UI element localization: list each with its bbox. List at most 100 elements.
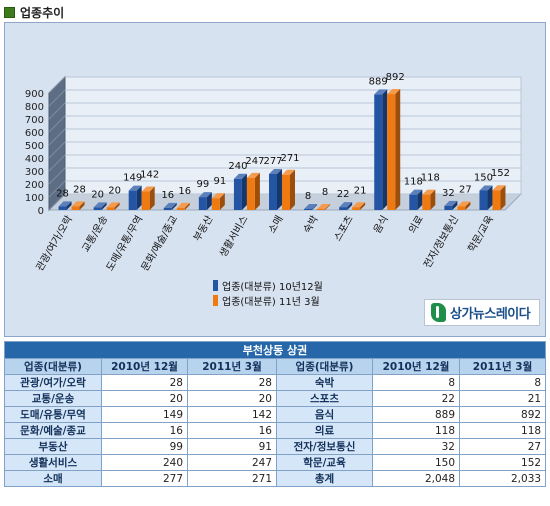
bar-series2-side bbox=[79, 201, 85, 210]
data-label-series1: 889 bbox=[369, 76, 388, 87]
table-row: 부동산 99 91 전자/정보통신 32 27 bbox=[4, 438, 547, 455]
bar-series2-top bbox=[141, 186, 155, 192]
value-cell: 271 bbox=[187, 470, 277, 487]
data-label-series1: 8 bbox=[305, 191, 311, 202]
category-cell: 숙박 bbox=[276, 374, 373, 391]
category-cell: 소매 bbox=[4, 470, 102, 487]
bar-series1-side bbox=[66, 201, 72, 210]
value-cell: 118 bbox=[372, 422, 460, 439]
value-cell: 99 bbox=[101, 438, 188, 455]
data-label-series2: 271 bbox=[280, 153, 299, 164]
bar-series1-top bbox=[444, 200, 458, 206]
legend-swatch-2 bbox=[213, 295, 218, 306]
bar-series2-side bbox=[114, 202, 120, 210]
bar-series2-side bbox=[290, 169, 295, 210]
bar-series1-top bbox=[479, 185, 493, 191]
data-label-series1: 28 bbox=[56, 188, 69, 199]
data-label-series1: 20 bbox=[91, 189, 104, 200]
data-label-series2: 118 bbox=[421, 173, 440, 184]
bar-series2-side bbox=[254, 172, 260, 210]
gridline-side bbox=[48, 193, 66, 211]
data-label-series2: 152 bbox=[491, 168, 510, 179]
category-cell: 부동산 bbox=[4, 438, 102, 455]
bar-series2-side bbox=[360, 202, 366, 210]
bar-series1 bbox=[233, 178, 242, 210]
value-cell: 21 bbox=[458, 390, 547, 407]
x-category-label: 음식 bbox=[371, 214, 391, 236]
bar-series2-side bbox=[500, 185, 506, 210]
bar-series2-top bbox=[352, 202, 366, 208]
bar-series1-side bbox=[136, 185, 142, 210]
value-cell: 16 bbox=[101, 422, 188, 439]
gridline-side bbox=[48, 154, 66, 172]
x-category-label: 소매 bbox=[266, 214, 286, 236]
legend-label-2: 업종(대분류) 11년 3월 bbox=[222, 297, 320, 308]
data-label-series1: 16 bbox=[161, 190, 174, 201]
data-label-series2: 28 bbox=[73, 184, 86, 195]
bar-chart: 900 800 700 600 500 400 300 200 100 0 28 28 관광/여가/오락… bbox=[25, 72, 523, 274]
bar-series1-side bbox=[101, 202, 107, 210]
category-cell: 학문/교육 bbox=[276, 454, 373, 471]
category-cell: 총계 bbox=[276, 470, 373, 487]
value-cell: 28 bbox=[101, 374, 188, 391]
data-label-series2: 20 bbox=[108, 185, 121, 196]
y-tick-label: 0 bbox=[38, 206, 44, 217]
bar-series1-top bbox=[198, 192, 212, 198]
bar-series2-side bbox=[325, 203, 331, 210]
bar-series2-side bbox=[184, 202, 190, 210]
value-cell: 16 bbox=[187, 422, 277, 439]
bar-series1-top bbox=[128, 185, 142, 191]
bar-series2 bbox=[457, 206, 466, 210]
header-dec2010-left: 2010년 12월 bbox=[101, 358, 188, 375]
table-row: 도매/유통/무역 149 142 음식 889 892 bbox=[4, 406, 547, 423]
bar-series1 bbox=[128, 190, 137, 210]
data-label-series1: 118 bbox=[404, 177, 423, 188]
category-cell: 생활서비스 bbox=[4, 454, 102, 471]
bar-series2-top bbox=[211, 193, 225, 199]
category-cell: 음식 bbox=[276, 406, 373, 423]
bar-series1 bbox=[339, 207, 348, 210]
header-dec2010-right: 2010년 12월 bbox=[372, 358, 460, 375]
legend-swatch-1 bbox=[213, 280, 218, 291]
gridline-side bbox=[48, 76, 66, 94]
bar-series1-side bbox=[241, 173, 247, 210]
header-category-left: 업종(대분류) bbox=[4, 358, 102, 375]
bar-series1-top bbox=[269, 168, 282, 174]
bar-series2-top bbox=[317, 203, 331, 209]
value-cell: 8 bbox=[458, 374, 547, 391]
bar-series1-side bbox=[171, 202, 177, 210]
data-label-series1: 99 bbox=[196, 179, 209, 190]
category-cell: 문화/예술/종교 bbox=[4, 422, 102, 439]
brand-badge[interactable]: 상가뉴스레이다 bbox=[424, 299, 540, 326]
x-category-label: 도매/유통/무역 bbox=[104, 214, 145, 274]
brand-text: 상가뉴스레이다 bbox=[450, 307, 531, 322]
x-category-label: 부동산 bbox=[191, 214, 215, 244]
bar-series1-side bbox=[277, 168, 282, 210]
value-cell: 20 bbox=[101, 390, 188, 407]
value-cell: 142 bbox=[187, 406, 277, 423]
bar-series2 bbox=[176, 207, 185, 210]
data-label-series1: 149 bbox=[123, 173, 142, 184]
category-cell: 도매/유통/무역 bbox=[4, 406, 102, 423]
data-label-series2: 247 bbox=[245, 156, 264, 167]
data-label-series2: 892 bbox=[386, 72, 405, 83]
value-cell: 149 bbox=[101, 406, 188, 423]
bar-series1 bbox=[479, 190, 488, 210]
category-cell: 전자/정보통신 bbox=[276, 438, 373, 455]
bar-series1 bbox=[409, 194, 418, 210]
value-cell: 91 bbox=[187, 438, 277, 455]
bar-series2-top bbox=[106, 202, 120, 208]
x-category-label: 의료 bbox=[406, 214, 426, 236]
bar-series2 bbox=[106, 207, 115, 210]
y-tick-label: 500 bbox=[25, 141, 44, 152]
legend-label-1: 업종(대분류) 10년12월 bbox=[222, 282, 323, 293]
bar-series2-side bbox=[395, 89, 401, 210]
value-cell: 27 bbox=[458, 438, 547, 455]
x-category-label: 생활서비스 bbox=[216, 213, 250, 259]
data-label-series1: 32 bbox=[442, 188, 455, 199]
bar-series2-top bbox=[457, 201, 471, 207]
x-category-label: 학문/교육 bbox=[466, 214, 496, 255]
chart-panel: 900 800 700 600 500 400 300 200 100 0 28 28 관광/여가/오락… bbox=[4, 22, 546, 337]
value-cell: 2,048 bbox=[372, 470, 460, 487]
category-cell: 교통/운송 bbox=[4, 390, 102, 407]
